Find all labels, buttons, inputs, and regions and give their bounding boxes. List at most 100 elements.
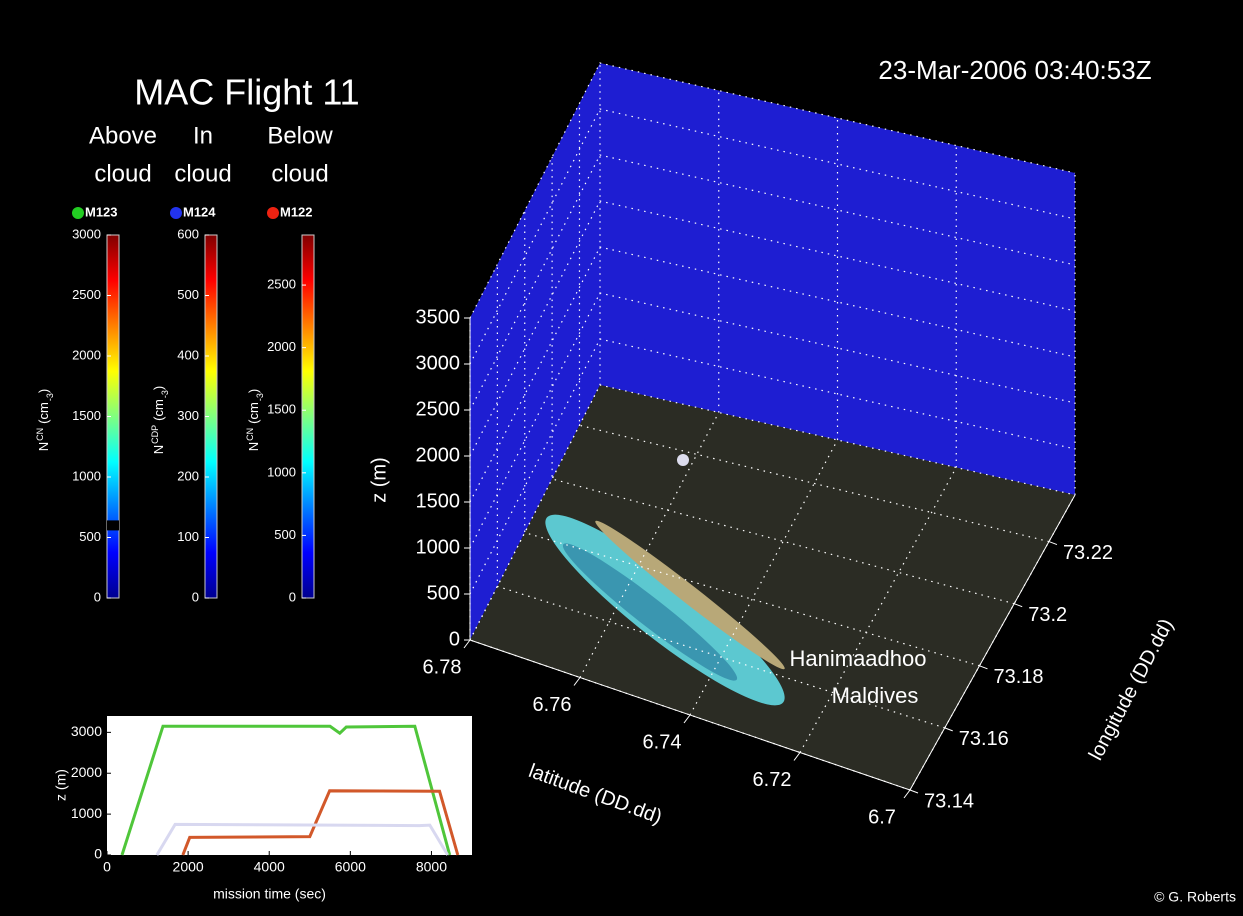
group-label: cloud [271,160,328,187]
y-tick-label: 73.22 [1063,542,1113,564]
colorbar-tick-label: 600 [177,226,199,241]
group-label: In [193,122,213,149]
colorbar-label-part: -3 [45,393,55,401]
colorbar [301,234,315,599]
x-tick-label: 2000 [173,859,204,875]
credit: © G. Roberts [1154,889,1236,905]
colorbar-tick-label: 0 [289,589,296,604]
colorbar-tick-label: 0 [192,589,199,604]
tick-mark [793,752,801,761]
colorbar-tick-label: 1000 [72,468,101,483]
grid-line [496,264,945,729]
sensor-label: M122 [280,204,313,219]
y-tick-label: 73.14 [924,790,974,812]
grid-line [799,145,957,753]
colorbar-label-part: N [151,445,166,454]
y-tick-label: 2000 [71,764,102,780]
z-tick-label: 3500 [416,306,461,328]
colorbar-label-part: CDP [150,425,160,444]
annotation: Maldives [832,683,919,708]
group-label: cloud [174,160,231,187]
group-label: Below [267,122,333,149]
title: MAC Flight 11 [134,72,359,113]
tick-mark [1048,541,1058,546]
colorbar-label: NCN (cm-3) [245,389,265,451]
island-land [595,520,785,670]
z-tick-label: 0 [449,628,460,650]
z-tick-label: 1000 [416,536,461,558]
z-tick-label: 3000 [416,352,461,374]
left-wall [470,63,600,640]
sensor-label: M124 [183,204,216,219]
current-value-marker [107,520,119,531]
tick-mark [909,789,919,794]
x-tick-label: 8000 [416,859,447,875]
x-tick-label: 4000 [254,859,285,875]
z-tick-label: 2500 [416,398,461,420]
colorbar-label-part: N [36,442,51,451]
colorbar-tick-label: 0 [94,589,101,604]
grid-line [579,90,720,678]
y-tick-label: 1000 [71,805,102,821]
colorbar-tick-label: 2500 [72,287,101,302]
colorbar-tick-label: 2000 [267,339,296,354]
colorbar-label-part: -3 [160,390,170,398]
sensor-dot [72,207,84,219]
colorbar-label-part: -3 [255,393,265,401]
tick-mark [903,789,911,799]
grid-line [469,108,1076,365]
x-tick-label: 6.76 [533,694,572,716]
z-tick-label: 500 [427,582,460,604]
colorbar-label-part: (cm [246,402,261,424]
colorbar-tick-label: 500 [79,529,101,544]
y-tick-label: 73.2 [1028,604,1067,626]
series-line [120,724,452,856]
colorbar-label: NCN (cm-3) [35,389,55,451]
colorbar-label-part: (cm [36,402,51,424]
island-lagoon [562,543,738,681]
sensor-label: M123 [85,204,118,219]
colorbar-label-part: CN [245,428,255,441]
z-tick-label: 1500 [416,490,461,512]
colorbar-tick-label: 500 [274,527,296,542]
grid-line [469,63,601,641]
grid-line [909,173,1076,791]
colorbar-tick-label: 1500 [72,408,101,423]
colorbar-tick-label: 200 [177,468,199,483]
x-tick-label: 6.72 [753,769,792,791]
x-tick-label: 6.74 [643,731,682,753]
z-tick-label: 2000 [416,444,461,466]
x-axis-label: mission time (sec) [213,886,326,902]
y-tick-label: 73.16 [959,728,1009,750]
colorbar-label-part: (cm [151,399,166,421]
grid-line [689,118,839,716]
tick-mark [944,727,953,732]
y-axis-label: z (m) [53,769,69,801]
grid-line [469,62,1076,319]
colorbar-label-part: ) [151,386,166,390]
x-tick-label: 0 [103,859,111,875]
tick-mark [1014,603,1023,608]
plot-area [107,716,472,855]
colorbars: AbovecloudM123050010001500200025003000NC… [35,122,333,604]
colorbar-tick-label: 500 [177,287,199,302]
annotation: Hanimaadhoo [790,646,927,671]
colorbar-label: NCDP (cm-3) [150,386,170,454]
x-tick-label: 6000 [335,859,366,875]
altitude-chart: 0 1000 2000 3000 0 2000 4000 6000 8000 mission ti… [53,716,472,902]
sensor-dot [267,207,279,219]
group-label: cloud [94,160,151,187]
colorbar-tick-label: 2000 [72,347,101,362]
grid-line [469,154,1076,411]
x-tick-label: 6.7 [868,806,896,828]
colorbar-tick-label: 1000 [267,464,296,479]
tick-mark [573,677,581,686]
series-line [155,822,449,856]
cloud-spot [677,454,689,466]
grid-line [469,246,1076,503]
colorbar-tick-label: 400 [177,347,199,362]
timestamp: 23-Mar-2006 03:40:53Z [878,55,1151,85]
tick-mark [979,665,988,670]
colorbar-label-part: ) [36,389,51,393]
